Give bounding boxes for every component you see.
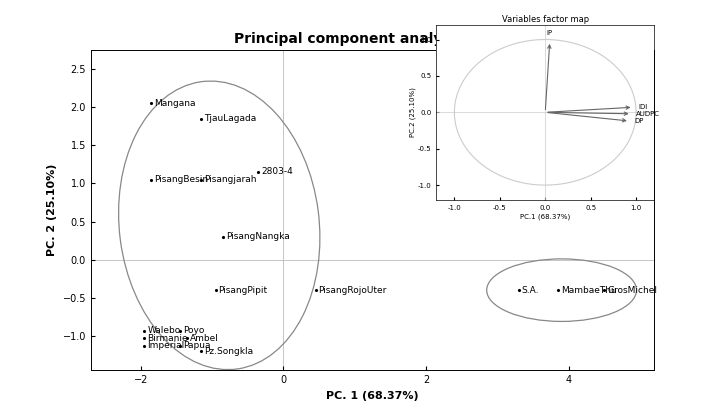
Text: Poyo: Poyo xyxy=(183,326,204,335)
Text: IP: IP xyxy=(547,30,553,36)
Title: Variables factor map: Variables factor map xyxy=(502,15,589,24)
X-axis label: PC.1 (68.37%): PC.1 (68.37%) xyxy=(520,213,571,220)
Text: IDI: IDI xyxy=(638,104,647,110)
Y-axis label: PC.2 (25.10%): PC.2 (25.10%) xyxy=(410,87,416,137)
Text: GrosMichel: GrosMichel xyxy=(607,286,657,295)
Text: Pisangjarah: Pisangjarah xyxy=(204,175,257,184)
Text: Mangana: Mangana xyxy=(154,99,196,108)
Text: DP: DP xyxy=(634,118,643,124)
Text: MambaeThu: MambaeThu xyxy=(561,286,616,295)
Text: TjauLagada: TjauLagada xyxy=(204,114,257,123)
Text: Ambel: Ambel xyxy=(190,334,219,343)
X-axis label: PC. 1 (68.37%): PC. 1 (68.37%) xyxy=(326,391,419,401)
Text: Pz.Songkla: Pz.Songkla xyxy=(204,347,254,356)
Text: AUDPC: AUDPC xyxy=(636,111,660,117)
Text: S.A.: S.A. xyxy=(522,286,539,295)
Text: PisangPipit: PisangPipit xyxy=(219,286,268,295)
Text: PisangRojoUter: PisangRojoUter xyxy=(318,286,387,295)
Text: PisangBesin: PisangBesin xyxy=(154,175,209,184)
Text: Walebo: Walebo xyxy=(148,326,180,335)
Text: PisangNangka: PisangNangka xyxy=(225,232,289,241)
Text: 2803-4: 2803-4 xyxy=(261,168,293,176)
Text: Birmanie: Birmanie xyxy=(148,334,188,343)
Y-axis label: PC. 2 (25.10%): PC. 2 (25.10%) xyxy=(47,164,57,256)
Text: Imperial: Imperial xyxy=(148,342,185,350)
Title: Principal component analysis - PCA: Principal component analysis - PCA xyxy=(235,32,510,46)
Text: Papua: Papua xyxy=(183,342,210,350)
